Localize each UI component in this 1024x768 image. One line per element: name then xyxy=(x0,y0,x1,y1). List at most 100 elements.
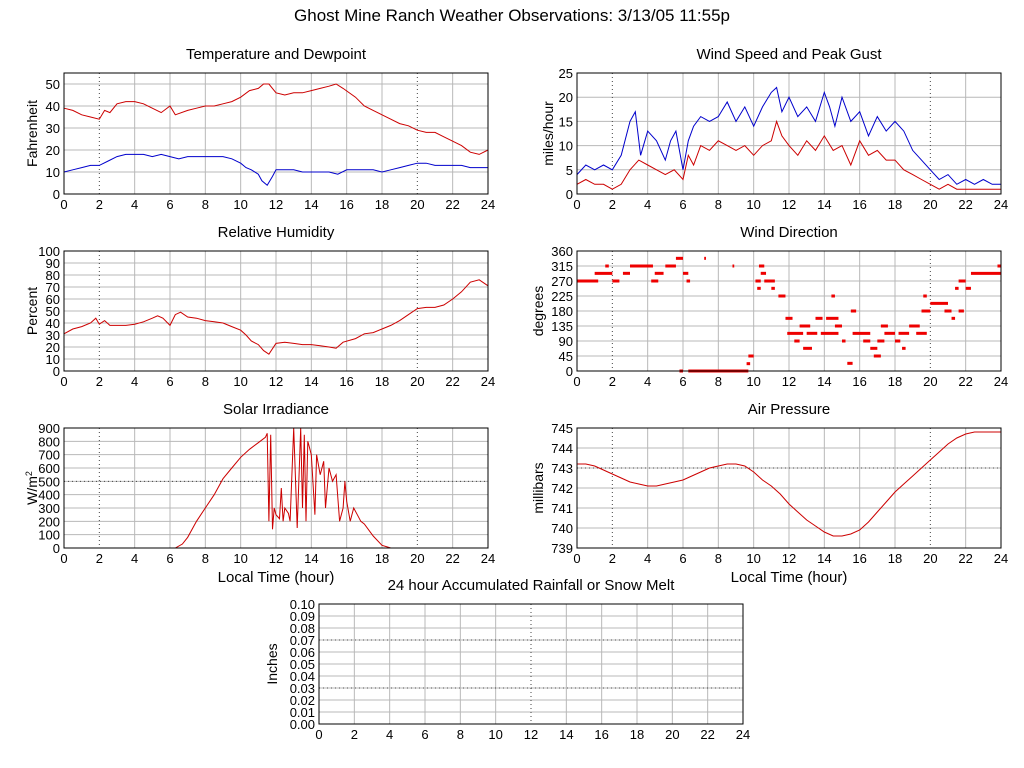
humidity-xtick-label: 24 xyxy=(481,374,495,389)
pressure-xtick-label: 14 xyxy=(817,551,831,566)
humidity-xtick-label: 16 xyxy=(339,374,353,389)
wind-direction-xtick-label: 6 xyxy=(679,374,686,389)
pressure-xtick-label: 12 xyxy=(782,551,796,566)
wind-direction-ytick-label: 135 xyxy=(551,319,573,334)
humidity-ytick-label: 90 xyxy=(46,256,60,271)
wind-speed-xtick-label: 2 xyxy=(609,197,616,212)
wind-direction-ytick-label: 0 xyxy=(566,364,573,379)
temperature-xtick-label: 12 xyxy=(269,197,283,212)
wind-speed-ytick-label: 10 xyxy=(559,139,573,154)
humidity-xtick-label: 14 xyxy=(304,374,318,389)
rainfall-xtick-label: 10 xyxy=(488,727,502,742)
temperature-title: Temperature and Dewpoint xyxy=(186,46,367,63)
wind-direction-ytick-label: 180 xyxy=(551,304,573,319)
solar-xtick-label: 24 xyxy=(481,551,495,566)
pressure-xtick-label: 6 xyxy=(679,551,686,566)
temperature-xtick-label: 24 xyxy=(481,197,495,212)
rainfall-ytick-label: 0.07 xyxy=(290,633,315,648)
wind-speed-xtick-label: 22 xyxy=(958,197,972,212)
wind-speed-title: Wind Speed and Peak Gust xyxy=(696,46,882,63)
solar-ylabel-superscript: 2 xyxy=(24,471,34,476)
rainfall-xtick-label: 6 xyxy=(421,727,428,742)
pressure-series-line-0 xyxy=(577,431,1001,537)
rainfall-ytick-label: 0.00 xyxy=(290,717,315,732)
wind-direction-xtick-label: 24 xyxy=(994,374,1008,389)
humidity-series-line-0 xyxy=(63,279,489,355)
humidity-ytick-label: 10 xyxy=(46,352,60,367)
pressure-xtick-label: 8 xyxy=(715,551,722,566)
humidity-ylabel: Percent xyxy=(24,287,40,335)
wind-speed-series-line-0 xyxy=(576,86,1001,185)
temperature-ytick-label: 50 xyxy=(46,77,60,92)
temperature-xtick-label: 8 xyxy=(202,197,209,212)
humidity-xtick-label: 20 xyxy=(410,374,424,389)
temperature-xtick-label: 6 xyxy=(166,197,173,212)
solar-xtick-label: 2 xyxy=(96,551,103,566)
wind-direction-xtick-label: 0 xyxy=(573,374,580,389)
wind-direction-ytick-label: 90 xyxy=(559,334,573,349)
rainfall-xtick-label: 24 xyxy=(736,727,750,742)
rainfall-frame xyxy=(318,603,744,725)
wind-direction-ytick-label: 225 xyxy=(551,289,573,304)
solar-ytick-label: 200 xyxy=(38,514,60,529)
wind-speed-xtick-label: 8 xyxy=(715,197,722,212)
solar-ytick-label: 100 xyxy=(38,528,60,543)
wind-speed-ytick-label: 0 xyxy=(566,187,573,202)
pressure-ytick-label: 739 xyxy=(551,541,573,556)
wind-speed-ytick-label: 20 xyxy=(559,90,573,105)
temperature-series-line-1 xyxy=(63,153,488,186)
wind-speed-xtick-label: 12 xyxy=(782,197,796,212)
humidity-ytick-label: 70 xyxy=(46,280,60,295)
pressure-xtick-label: 4 xyxy=(644,551,651,566)
solar-ytick-label: 700 xyxy=(38,448,60,463)
pressure-frame xyxy=(576,427,1002,549)
rainfall-ytick-label: 0.01 xyxy=(290,705,315,720)
temperature-xtick-label: 22 xyxy=(445,197,459,212)
temperature-xtick-label: 2 xyxy=(96,197,103,212)
rainfall-xtick-label: 14 xyxy=(559,727,573,742)
rainfall-chart: 24 hour Accumulated Rainfall or Snow Mel… xyxy=(264,577,750,742)
humidity-ytick-label: 50 xyxy=(46,304,60,319)
pressure-xtick-label: 24 xyxy=(994,551,1008,566)
temperature-ytick-label: 10 xyxy=(46,165,60,180)
wind-direction-ytick-label: 270 xyxy=(551,274,573,289)
rainfall-ytick-label: 0.03 xyxy=(290,681,315,696)
wind-direction-xtick-label: 16 xyxy=(852,374,866,389)
solar-xtick-label: 4 xyxy=(131,551,138,566)
temperature-ytick-label: 0 xyxy=(53,187,60,202)
humidity-xtick-label: 4 xyxy=(131,374,138,389)
pressure-xtick-label: 20 xyxy=(923,551,937,566)
humidity-ytick-label: 40 xyxy=(46,316,60,331)
rainfall-ytick-label: 0.09 xyxy=(290,609,315,624)
temperature-xtick-label: 4 xyxy=(131,197,138,212)
wind-direction-ytick-label: 315 xyxy=(551,259,573,274)
rainfall-xtick-label: 8 xyxy=(457,727,464,742)
temperature-frame xyxy=(63,72,489,195)
temperature-ylabel: Fahrenheit xyxy=(24,100,40,167)
temperature-xtick-label: 0 xyxy=(60,197,67,212)
wind-speed-xtick-label: 0 xyxy=(573,197,580,212)
wind-direction-xtick-label: 14 xyxy=(817,374,831,389)
wind-direction-xtick-label: 10 xyxy=(746,374,760,389)
solar-xtick-label: 12 xyxy=(269,551,283,566)
wind-speed-ytick-label: 25 xyxy=(559,66,573,81)
solar-xtick-label: 22 xyxy=(445,551,459,566)
temperature-xtick-label: 14 xyxy=(304,197,318,212)
wind-direction-xtick-label: 12 xyxy=(782,374,796,389)
solar-ytick-label: 600 xyxy=(38,461,60,476)
wind-direction-xtick-label: 20 xyxy=(923,374,937,389)
pressure-title: Air Pressure xyxy=(748,401,831,418)
pressure-xtick-label: 18 xyxy=(888,551,902,566)
humidity-xtick-label: 18 xyxy=(375,374,389,389)
solar-frame xyxy=(63,427,489,549)
wind-speed-ytick-label: 5 xyxy=(566,163,573,178)
humidity-ytick-label: 60 xyxy=(46,292,60,307)
pressure-ytick-label: 740 xyxy=(551,521,573,536)
humidity-ytick-label: 100 xyxy=(38,244,60,259)
pressure-xtick-label: 0 xyxy=(573,551,580,566)
solar-ytick-label: 0 xyxy=(53,541,60,556)
rainfall-ytick-label: 0.05 xyxy=(290,657,315,672)
